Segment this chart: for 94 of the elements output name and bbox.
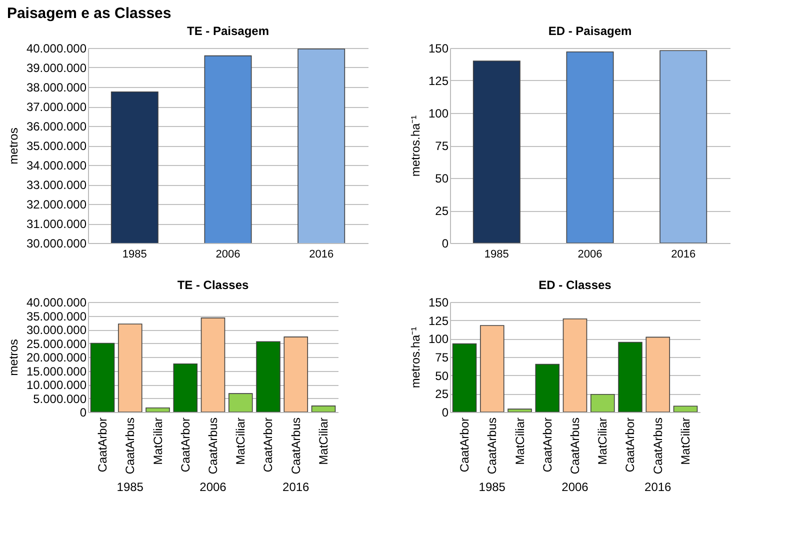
y-axis-title: metros.ha⁻¹ bbox=[408, 326, 422, 388]
text: 2006 bbox=[200, 480, 227, 494]
x-tick-label: CaatArbus bbox=[568, 418, 582, 474]
y-tick-label: 35.000.000 bbox=[26, 309, 87, 324]
text: 2016 bbox=[644, 480, 672, 494]
y-tick-label: 32.000.000 bbox=[26, 198, 87, 212]
bar bbox=[256, 341, 280, 412]
bar bbox=[146, 407, 170, 412]
text: 2016 bbox=[282, 480, 310, 494]
y-tick-label: 100 bbox=[428, 106, 449, 120]
bar bbox=[660, 50, 708, 243]
y-tick-label: 33.000.000 bbox=[26, 178, 87, 192]
y-axis-title: metros bbox=[6, 128, 20, 164]
bar bbox=[590, 394, 615, 412]
x-tick-label: MatCiliar bbox=[316, 418, 330, 465]
bar bbox=[228, 393, 253, 412]
y-axis-title: metros.ha⁻¹ bbox=[408, 115, 422, 177]
bar bbox=[284, 336, 308, 412]
bar bbox=[508, 408, 532, 412]
y-tick-label: 30.000.000 bbox=[26, 323, 87, 337]
bar bbox=[472, 60, 520, 243]
y-tick-label: 25.000.000 bbox=[26, 336, 87, 351]
y-tick-label: 150 bbox=[428, 296, 449, 310]
x-tick-label: MatCiliar bbox=[596, 418, 610, 465]
x-tick-label: MatCiliar bbox=[678, 418, 692, 465]
x-tick-label: CaatArbor bbox=[261, 418, 276, 472]
x-tick-label: 1985 bbox=[484, 248, 509, 260]
bar bbox=[673, 406, 698, 412]
chart-title: ED - Classes bbox=[538, 278, 612, 292]
chart-title: TE - Classes bbox=[177, 278, 250, 292]
x-tick-label: 2006 bbox=[216, 248, 240, 260]
x-tick-label: MatCiliar bbox=[512, 418, 527, 465]
y-tick-label: 50 bbox=[435, 368, 449, 383]
x-tick-label: 2006 bbox=[578, 248, 602, 260]
y-axis-title: metros bbox=[6, 339, 20, 376]
y-tick-label: 50 bbox=[435, 172, 449, 186]
bar bbox=[646, 336, 670, 412]
y-tick-label: 75 bbox=[435, 139, 449, 153]
x-tick-label: 1985 bbox=[122, 248, 147, 260]
x-tick-label: MatCiliar bbox=[234, 418, 248, 465]
y-tick-label: 30.000.000 bbox=[26, 236, 87, 250]
bar bbox=[562, 318, 588, 412]
x-tick-label: 2016 bbox=[671, 248, 696, 260]
y-tick-label: 34.000.000 bbox=[26, 158, 87, 172]
x-tick-label: CaatArbus bbox=[123, 418, 138, 474]
y-tick-label: 31.000.000 bbox=[26, 217, 87, 231]
x-tick-label: CaatArbor bbox=[96, 418, 110, 472]
bar bbox=[311, 406, 336, 412]
y-tick-label: 20.000.000 bbox=[26, 350, 87, 364]
y-tick-label: 0 bbox=[80, 406, 87, 420]
y-tick-label: 5.000.000 bbox=[33, 392, 87, 406]
bar bbox=[566, 52, 614, 243]
y-tick-label: 125 bbox=[428, 314, 449, 328]
bar bbox=[618, 342, 642, 412]
text: 1985 bbox=[478, 480, 506, 494]
x-tick-label: CaatArbor bbox=[178, 418, 192, 472]
bar bbox=[90, 342, 115, 412]
y-tick-label: 125 bbox=[428, 74, 449, 88]
y-tick-label: 15.000.000 bbox=[26, 364, 87, 378]
y-tick-label: 38.000.000 bbox=[26, 80, 87, 94]
y-tick-label: 25 bbox=[435, 204, 449, 218]
y-tick-label: 25 bbox=[435, 387, 449, 402]
text: 1985 bbox=[116, 480, 144, 494]
x-tick-label: CaatArbor bbox=[623, 418, 638, 472]
text: Paisagem e as Classes bbox=[6, 5, 172, 22]
y-tick-label: 40.000.000 bbox=[26, 296, 87, 310]
y-tick-label: 150 bbox=[428, 42, 449, 56]
x-tick-label: 2016 bbox=[309, 248, 334, 260]
x-tick-label: CaatArbor bbox=[458, 418, 472, 472]
x-tick-label: CaatArbus bbox=[485, 418, 500, 474]
y-tick-label: 0 bbox=[442, 236, 449, 250]
y-tick-label: 75 bbox=[435, 350, 449, 364]
x-tick-label: CaatArbus bbox=[650, 418, 665, 474]
bar bbox=[535, 364, 560, 412]
y-tick-label: 35.000.000 bbox=[26, 139, 87, 153]
bar bbox=[480, 325, 504, 412]
chart-title: TE - Paisagem bbox=[186, 24, 270, 38]
bar bbox=[118, 324, 142, 412]
chart-title: ED - Paisagem bbox=[548, 24, 632, 38]
y-tick-label: 36.000.000 bbox=[26, 120, 87, 134]
x-tick-label: CaatArbus bbox=[206, 418, 220, 474]
y-tick-label: 39.000.000 bbox=[26, 61, 87, 75]
y-tick-label: 100 bbox=[428, 332, 449, 346]
bar bbox=[173, 363, 198, 412]
x-tick-label: MatCiliar bbox=[150, 418, 165, 465]
bar bbox=[200, 318, 226, 412]
y-tick-label: 37.000.000 bbox=[26, 100, 87, 114]
x-tick-label: CaatArbor bbox=[540, 418, 554, 472]
y-tick-label: 40.000.000 bbox=[26, 42, 87, 56]
y-tick-label: 10.000.000 bbox=[26, 378, 87, 392]
bar bbox=[452, 343, 477, 412]
x-tick-label: CaatArbus bbox=[288, 418, 303, 474]
text: 2006 bbox=[562, 480, 589, 494]
y-tick-label: 0 bbox=[442, 406, 449, 420]
